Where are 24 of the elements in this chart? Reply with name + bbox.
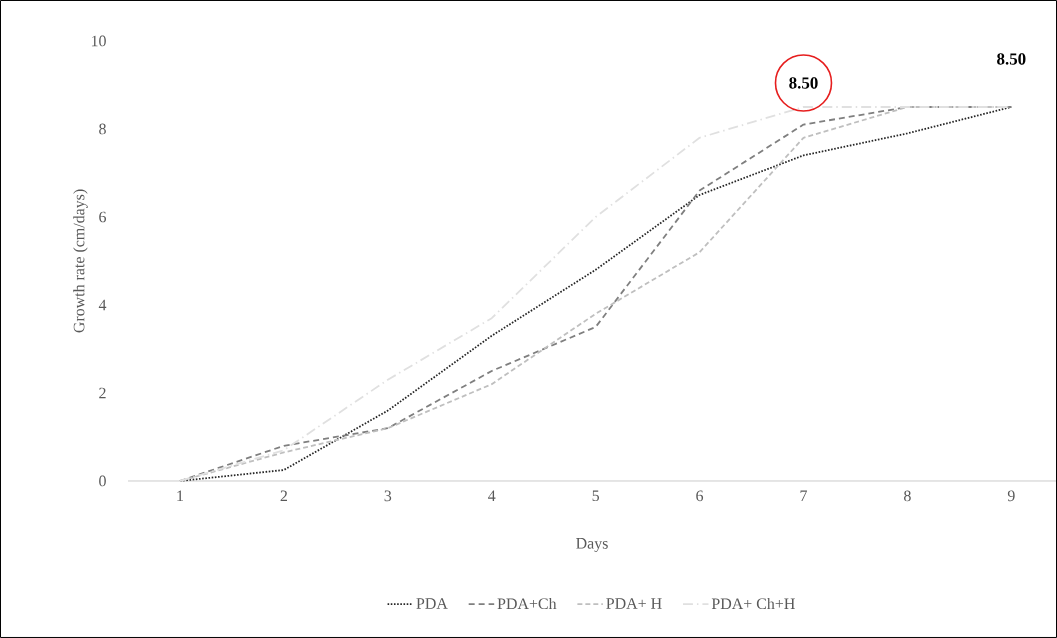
- y-tick-label: 8: [99, 123, 106, 135]
- y-tick-label: 6: [99, 211, 107, 223]
- x-tick-label: 3: [384, 490, 392, 502]
- x-tick-label: 2: [280, 490, 287, 502]
- legend-label: PDA: [416, 598, 448, 609]
- x-tick-label: 9: [1007, 490, 1015, 502]
- annotation: 8.50: [789, 77, 818, 89]
- x-tick-label: 8: [904, 490, 911, 502]
- x-tick-label: 5: [592, 490, 600, 502]
- y-axis-title: Growth rate (cm/days): [73, 189, 88, 333]
- y-tick-label: 4: [98, 299, 107, 311]
- x-tick-label: 6: [696, 490, 704, 502]
- legend-label: PDA+Ch: [497, 597, 557, 610]
- legend-label: PDA+ Ch+H: [711, 597, 795, 610]
- y-tick-label: 0: [99, 475, 106, 487]
- annotation: 8.50: [997, 53, 1026, 65]
- y-tick-label: 10: [91, 35, 106, 47]
- x-tick-label: 4: [488, 490, 496, 501]
- x-axis-title: Days: [576, 538, 608, 552]
- line-series: [179, 106, 1013, 482]
- x-tick-label: 1: [177, 490, 183, 502]
- legend-label: PDA+ H: [606, 598, 662, 609]
- x-tick-label: 7: [800, 490, 808, 501]
- y-tick-label: 2: [99, 387, 106, 399]
